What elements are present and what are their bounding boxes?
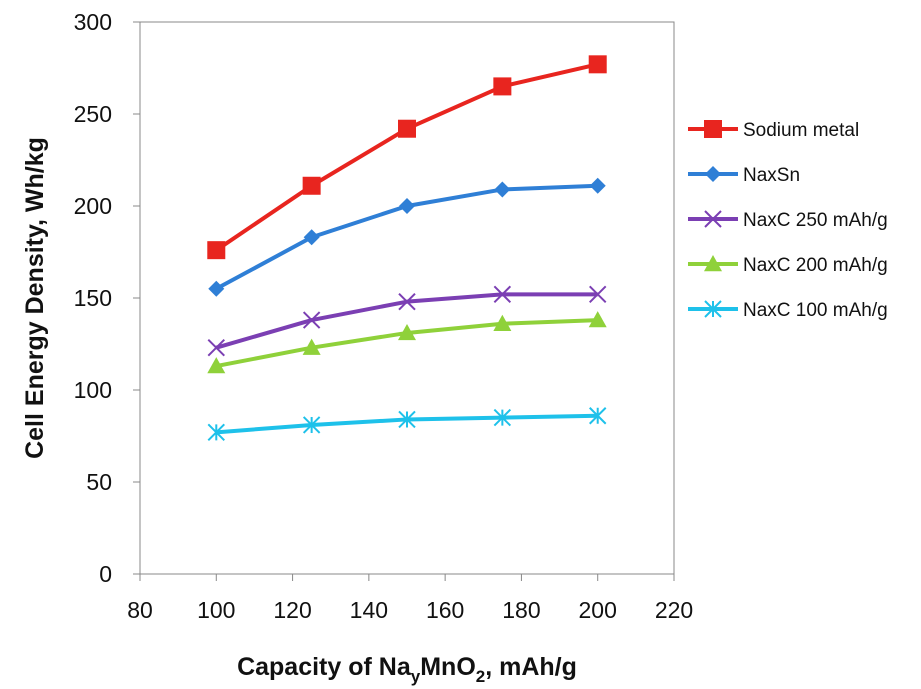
series-0 xyxy=(207,55,607,260)
x-axis-title-sub1: y xyxy=(411,667,421,686)
legend-item-1: NaxSn xyxy=(688,165,800,186)
data-point-2-3 xyxy=(493,285,512,304)
data-point-0-3 xyxy=(493,77,512,96)
x-tick-label-1: 100 xyxy=(197,597,235,623)
data-point-0-2 xyxy=(398,119,416,138)
y-tick-label-4: 200 xyxy=(74,193,112,219)
legend-marker-1 xyxy=(705,166,721,182)
y-axis: 0 50 100 150 200 250 300 xyxy=(74,9,140,587)
y-tick-label-2: 100 xyxy=(74,377,112,403)
series-2 xyxy=(207,285,607,357)
y-tick-label-1: 50 xyxy=(86,469,112,495)
x-tick-label-7: 220 xyxy=(655,597,693,623)
x-tick-label-6: 200 xyxy=(579,597,617,623)
y-tick-label-0: 0 xyxy=(99,561,112,587)
data-point-3-0 xyxy=(207,357,226,374)
data-point-2-0 xyxy=(207,338,225,357)
x-axis-title: Capacity of NayMnO2, mAh/g xyxy=(237,653,577,686)
legend-label-3: NaxC 200 mAh/g xyxy=(743,255,888,276)
x-tick-label-3: 140 xyxy=(350,597,388,623)
x-tick-label-4: 160 xyxy=(426,597,464,623)
data-point-4-2 xyxy=(398,410,416,429)
data-point-0-0 xyxy=(207,241,226,260)
data-point-0-1 xyxy=(302,176,321,195)
y-tick-label-3: 150 xyxy=(74,285,112,311)
legend-label-2: NaxC 250 mAh/g xyxy=(743,210,888,231)
legend-item-2: NaxC 250 mAh/g xyxy=(688,210,888,231)
data-point-2-2 xyxy=(398,292,416,311)
legend-item-3: NaxC 200 mAh/g xyxy=(688,255,888,276)
data-point-2-1 xyxy=(302,311,321,329)
x-tick-label-5: 180 xyxy=(502,597,540,623)
x-axis-title-sub2: 2 xyxy=(476,667,485,686)
data-point-3-1 xyxy=(302,338,321,355)
data-point-3-2 xyxy=(398,323,416,341)
y-axis-title: Cell Energy Density, Wh/kg xyxy=(21,137,49,459)
x-axis-title-mid: MnO xyxy=(420,653,476,681)
series-3 xyxy=(207,311,607,374)
series-1 xyxy=(208,177,606,297)
data-point-1-4 xyxy=(589,177,606,194)
data-point-1-0 xyxy=(208,280,225,297)
series-layer xyxy=(207,55,607,442)
legend-label-1: NaxSn xyxy=(743,165,800,186)
legend-label-0: Sodium metal xyxy=(743,120,859,141)
data-point-3-3 xyxy=(493,314,512,331)
data-point-2-4 xyxy=(589,285,607,304)
x-axis: 80 100 120 140 160 180 200 220 xyxy=(127,574,693,623)
x-axis-title-tail: , mAh/g xyxy=(485,653,577,681)
x-tick-label-2: 120 xyxy=(273,597,311,623)
data-point-1-1 xyxy=(303,229,320,246)
data-point-1-3 xyxy=(494,181,511,198)
data-point-4-1 xyxy=(302,416,321,434)
data-point-0-4 xyxy=(588,55,607,74)
legend-marker-0 xyxy=(704,120,722,138)
data-point-1-2 xyxy=(399,198,415,214)
legend-marker-4 xyxy=(704,300,722,318)
data-point-4-3 xyxy=(493,408,512,427)
y-tick-label-5: 250 xyxy=(74,101,112,127)
legend-item-0: Sodium metal xyxy=(688,120,859,141)
x-tick-label-0: 80 xyxy=(127,597,153,623)
data-point-4-0 xyxy=(207,423,225,442)
legend: Sodium metal NaxSn NaxC 250 mAh/g NaxC 200 … xyxy=(688,120,888,321)
data-point-3-4 xyxy=(588,311,607,328)
x-axis-title-main: Capacity of Na xyxy=(237,653,412,681)
series-4 xyxy=(207,407,607,442)
legend-item-4: NaxC 100 mAh/g xyxy=(688,300,888,321)
y-tick-label-6: 300 xyxy=(74,9,112,35)
plot-area xyxy=(139,21,675,575)
legend-label-4: NaxC 100 mAh/g xyxy=(743,300,888,321)
legend-marker-2 xyxy=(704,210,722,228)
data-point-4-4 xyxy=(589,407,607,425)
legend-marker-3 xyxy=(704,255,722,272)
